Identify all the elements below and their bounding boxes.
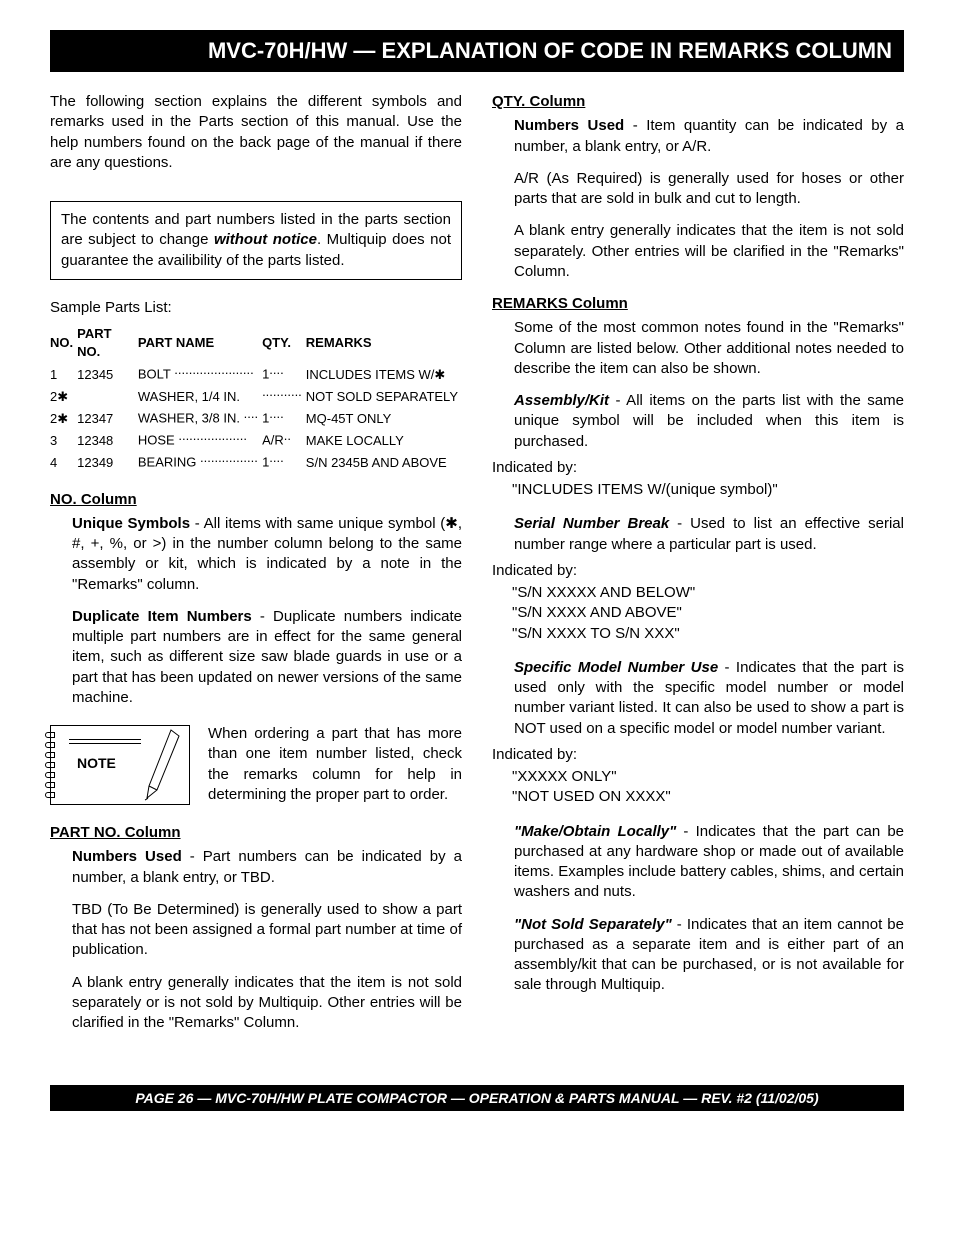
footer-bar: PAGE 26 — MVC-70H/HW PLATE COMPACTOR — O…: [50, 1085, 904, 1111]
partno-blank: A blank entry generally indicates that t…: [72, 973, 462, 1034]
partno-column-header: PART NO. Column: [50, 823, 462, 843]
partno-tbd: TBD (To Be Determined) is generally used…: [72, 900, 462, 961]
cell-rem: MQ-45T ONLY: [306, 405, 462, 427]
remarks-column-header: REMARKS Column: [492, 294, 904, 314]
cell-name: WASHER, 3/8 IN. ....: [138, 405, 262, 427]
cell-pn: 12347: [77, 405, 138, 427]
title-bar: MVC-70H/HW — EXPLANATION OF CODE IN REMA…: [50, 30, 904, 72]
snb-term: Serial Number Break: [514, 515, 669, 532]
cell-no: 2✱: [50, 405, 77, 427]
cell-qty: ...........: [262, 383, 306, 405]
ind-line: "INCLUDES ITEMS W/(unique symbol)": [512, 480, 904, 500]
note-notepad-icon: NOTE: [50, 725, 190, 805]
qty-nums-term: Numbers Used: [514, 117, 624, 134]
cell-rem: INCLUDES ITEMS W/✱: [306, 361, 462, 383]
table-header-row: NO. PART NO. PART NAME QTY. REMARKS: [50, 324, 462, 361]
spiral-binding-icon: [45, 732, 57, 798]
qty-numbers-used: Numbers Used - Item quantity can be indi…: [514, 116, 904, 157]
cell-pn: 12349: [77, 449, 138, 471]
smn-term: Specific Model Number Use: [514, 659, 718, 676]
smn-indicated-label: Indicated by:: [492, 745, 904, 765]
partno-numbers-used: Numbers Used - Part numbers can be indic…: [72, 847, 462, 888]
make-obtain-locally-paragraph: "Make/Obtain Locally" - Indicates that t…: [514, 822, 904, 903]
ind-line: "NOT USED ON XXXX": [512, 787, 904, 807]
cell-name: WASHER, 1/4 IN.: [138, 383, 262, 405]
cell-qty: 1....: [262, 405, 306, 427]
qty-column-header: QTY. Column: [492, 92, 904, 112]
table-row: 4 12349 BEARING ................ 1.... S…: [50, 449, 462, 471]
no-column-header: NO. Column: [50, 490, 462, 510]
cell-qty: 1....: [262, 449, 306, 471]
th-partno: PART NO.: [77, 324, 138, 361]
left-column: The following section explains the diffe…: [50, 92, 462, 1045]
cell-qty: 1....: [262, 361, 306, 383]
th-partname: PART NAME: [138, 324, 262, 361]
specific-model-paragraph: Specific Model Number Use - Indicates th…: [514, 658, 904, 739]
cell-pn: [77, 383, 138, 405]
qty-blank: A blank entry generally indicates that t…: [514, 221, 904, 282]
sample-parts-list-label: Sample Parts List:: [50, 298, 462, 318]
snb-indicated-lines: "S/N XXXXX AND BELOW" "S/N XXXX AND ABOV…: [512, 583, 904, 644]
page: MVC-70H/HW — EXPLANATION OF CODE IN REMA…: [0, 0, 954, 1235]
intro-paragraph: The following section explains the diffe…: [50, 92, 462, 173]
unique-symbols-term: Unique Symbols: [72, 515, 190, 532]
table-row: 1 12345 BOLT ...................... 1...…: [50, 361, 462, 383]
note-callout: NOTE When ordering a part that has more …: [50, 724, 462, 805]
smn-indicated-lines: "XXXXX ONLY" "NOT USED ON XXXX": [512, 767, 904, 808]
th-remarks: REMARKS: [306, 324, 462, 361]
notice-box: The contents and part numbers listed in …: [50, 201, 462, 280]
unique-symbols-paragraph: Unique Symbols - All items with same uni…: [72, 514, 462, 595]
table-body: 1 12345 BOLT ...................... 1...…: [50, 361, 462, 471]
two-column-layout: The following section explains the diffe…: [50, 92, 904, 1045]
duplicate-term: Duplicate Item Numbers: [72, 608, 252, 625]
table-row: 2✱ 12347 WASHER, 3/8 IN. .... 1.... MQ-4…: [50, 405, 462, 427]
cell-no: 3: [50, 427, 77, 449]
notepad-lines-icon: [69, 736, 141, 747]
not-sold-separately-paragraph: "Not Sold Separately" - Indicates that a…: [514, 915, 904, 996]
cell-name: BOLT ......................: [138, 361, 262, 383]
cell-rem: MAKE LOCALLY: [306, 427, 462, 449]
table-row: 3 12348 HOSE ................... A/R.. M…: [50, 427, 462, 449]
ind-line: "S/N XXXX AND ABOVE": [512, 603, 904, 623]
assembly-kit-term: Assembly/Kit: [514, 392, 609, 409]
cell-name: BEARING ................: [138, 449, 262, 471]
th-no: NO.: [50, 324, 77, 361]
cell-rem: S/N 2345B AND ABOVE: [306, 449, 462, 471]
note-text: When ordering a part that has more than …: [208, 724, 462, 805]
right-column: QTY. Column Numbers Used - Item quantity…: [492, 92, 904, 1045]
cell-name: HOSE ...................: [138, 427, 262, 449]
partno-nums-term: Numbers Used: [72, 848, 182, 865]
asm-indicated-label: Indicated by:: [492, 458, 904, 478]
cell-no: 4: [50, 449, 77, 471]
note-label: NOTE: [75, 754, 118, 773]
asm-indicated-lines: "INCLUDES ITEMS W/(unique symbol)": [512, 480, 904, 500]
ind-line: "S/N XXXX TO S/N XXX": [512, 624, 904, 644]
sample-parts-table: NO. PART NO. PART NAME QTY. REMARKS 1 12…: [50, 324, 462, 472]
cell-pn: 12345: [77, 361, 138, 383]
cell-no: 2✱: [50, 383, 77, 405]
cell-qty: A/R..: [262, 427, 306, 449]
remarks-intro: Some of the most common notes found in t…: [514, 318, 904, 379]
ind-line: "S/N XXXXX AND BELOW": [512, 583, 904, 603]
cell-rem: NOT SOLD SEPARATELY: [306, 383, 462, 405]
mol-term: "Make/Obtain Locally": [514, 823, 676, 840]
snb-indicated-label: Indicated by:: [492, 561, 904, 581]
cell-no: 1: [50, 361, 77, 383]
nss-term: "Not Sold Separately": [514, 916, 672, 933]
assembly-kit-paragraph: Assembly/Kit - All items on the parts li…: [514, 391, 904, 452]
cell-pn: 12348: [77, 427, 138, 449]
duplicate-numbers-paragraph: Duplicate Item Numbers - Duplicate numbe…: [72, 607, 462, 708]
table-row: 2✱ WASHER, 1/4 IN. ........... NOT SOLD …: [50, 383, 462, 405]
serial-number-break-paragraph: Serial Number Break - Used to list an ef…: [514, 514, 904, 555]
qty-ar: A/R (As Required) is generally used for …: [514, 169, 904, 210]
pencil-icon: [143, 728, 183, 802]
notice-bold: without notice: [214, 231, 317, 248]
th-qty: QTY.: [262, 324, 306, 361]
ind-line: "XXXXX ONLY": [512, 767, 904, 787]
